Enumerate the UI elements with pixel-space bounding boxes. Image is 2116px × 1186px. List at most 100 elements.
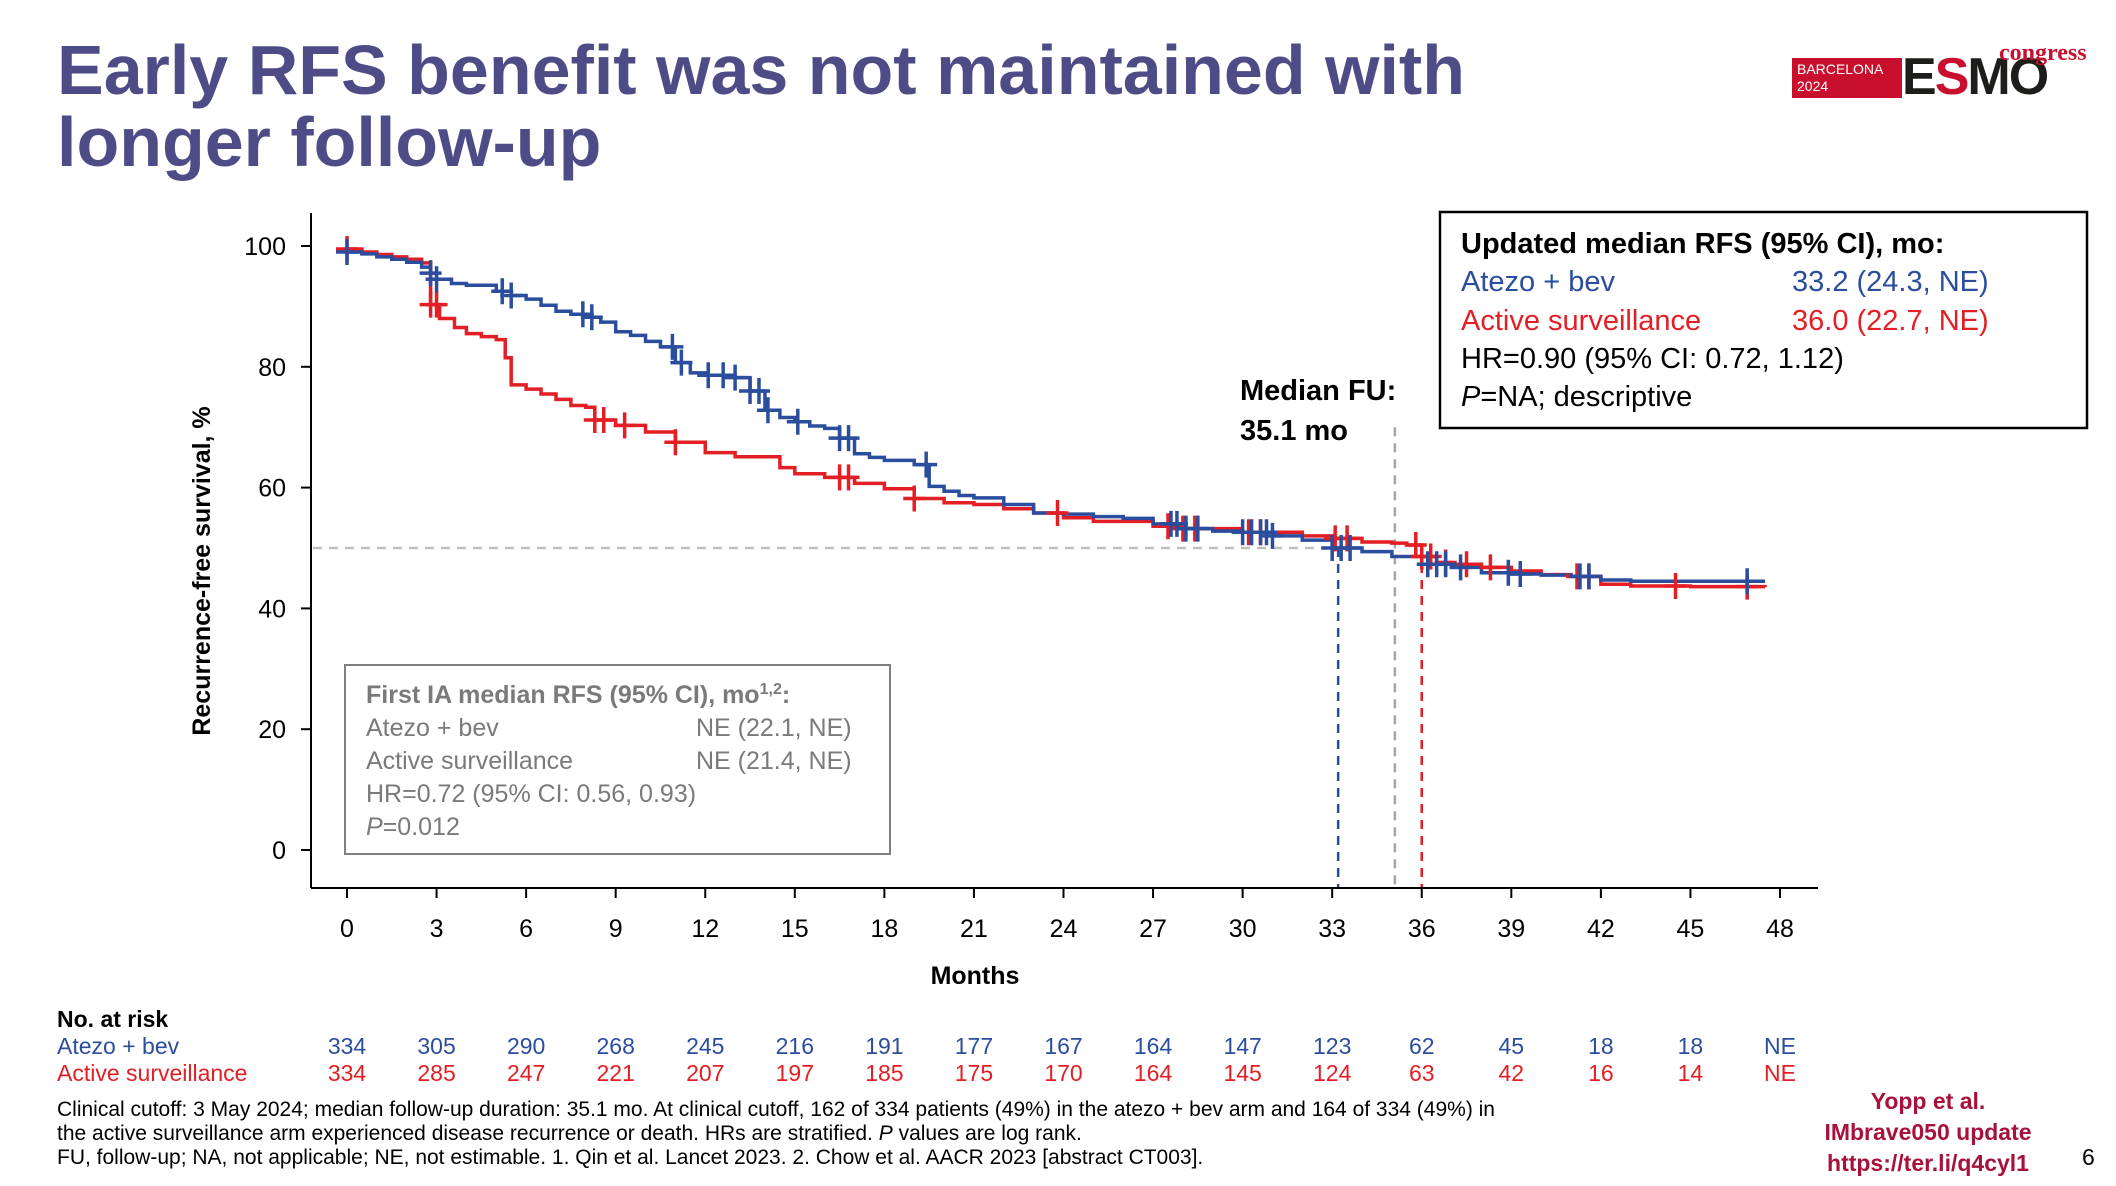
updated-p-value: P=NA; descriptive	[1461, 381, 1692, 413]
footnote-line2: the active surveillance arm experienced …	[57, 1122, 1777, 1146]
footnote-line2-b: values are log rank.	[892, 1122, 1082, 1145]
page-number: 6	[2082, 1144, 2095, 1170]
risk-atezo-count: 177	[954, 1033, 994, 1059]
censor-mark-atezo-bev	[915, 451, 938, 478]
median-fu-label-line2: 35.1 mo	[1240, 415, 1348, 447]
logo-esmo-mo: MO	[1967, 48, 2049, 106]
first-ia-box: First IA median RFS (95% CI), mo1,2: Ate…	[344, 664, 891, 855]
reference-link[interactable]: https://ter.li/q4cyl1	[1827, 1150, 2029, 1176]
censor-mark-atezo-bev	[670, 349, 693, 376]
slide-title: Early RFS benefit was not maintained wit…	[57, 31, 1465, 181]
risk-surveillance-count: 285	[417, 1060, 456, 1086]
first-ia-p-rest: =0.012	[383, 813, 460, 841]
updated-p-rest: =NA; descriptive	[1480, 381, 1692, 413]
risk-surveillance-count: 247	[506, 1060, 546, 1086]
updated-median-box: Updated median RFS (95% CI), mo: Atezo +…	[1438, 210, 2089, 430]
censor-mark-active-surveillance	[1046, 499, 1069, 526]
censor-marks	[336, 236, 1759, 600]
censor-mark-atezo-bev	[580, 304, 603, 331]
censor-mark-atezo-bev	[756, 397, 779, 424]
risk-label-atezo: Atezo + bev	[57, 1033, 180, 1059]
reference-author: Yopp et al.	[1870, 1088, 1986, 1114]
censor-mark-atezo-bev	[1339, 535, 1362, 561]
risk-label-surveillance: Active surveillance	[57, 1060, 248, 1086]
risk-surveillance-count: 334	[327, 1060, 367, 1086]
risk-surveillance-count: 145	[1223, 1060, 1262, 1086]
risk-surveillance-count: 197	[775, 1060, 814, 1086]
first-ia-header-sup: 1,2	[760, 681, 782, 698]
x-tick-label: 0	[340, 915, 354, 943]
x-tick-label: 12	[691, 915, 719, 943]
y-tick-label: 0	[272, 837, 286, 865]
risk-atezo-count: 62	[1408, 1033, 1435, 1059]
x-tick-label: 39	[1497, 915, 1525, 943]
first-ia-surv-label: Active surveillance	[366, 747, 573, 775]
reference-lines	[313, 427, 1423, 888]
risk-atezo-count: NE	[1764, 1033, 1796, 1059]
median-fu-label-line1: Median FU:	[1240, 375, 1396, 407]
updated-atezo-value: 33.2 (24.3, NE)	[1792, 266, 1989, 298]
censor-mark-active-surveillance	[613, 412, 636, 439]
censor-mark-atezo-bev	[747, 377, 770, 404]
censor-mark-atezo-bev	[1186, 515, 1209, 542]
censor-mark-atezo-bev	[1449, 554, 1472, 581]
footnote-line3: FU, follow-up; NA, not applicable; NE, n…	[57, 1146, 1204, 1169]
x-tick-label: 48	[1766, 915, 1794, 943]
censor-mark-atezo-bev	[1736, 568, 1759, 595]
risk-surveillance-count: NE	[1764, 1060, 1796, 1086]
risk-atezo-count: 305	[417, 1033, 456, 1059]
censor-mark-atezo-bev	[336, 239, 358, 266]
risk-atezo-count: 18	[1677, 1033, 1704, 1059]
logo-esmo-e: E	[1902, 48, 1937, 106]
updated-box-header: Updated median RFS (95% CI), mo:	[1461, 228, 1944, 260]
footnote: Clinical cutoff: 3 May 2024; median foll…	[57, 1098, 1777, 1170]
risk-surveillance-count: 207	[686, 1060, 725, 1086]
x-tick-label: 15	[781, 915, 809, 943]
risk-atezo-count: 268	[596, 1033, 635, 1059]
first-ia-atezo-value: NE (22.1, NE)	[696, 714, 852, 742]
censor-mark-atezo-bev	[500, 282, 523, 309]
reference-study: IMbrave050 update	[1824, 1119, 2032, 1145]
first-ia-hr: HR=0.72 (95% CI: 0.56, 0.93)	[366, 780, 696, 808]
censor-mark-active-surveillance	[664, 429, 687, 456]
x-tick-label: 30	[1229, 915, 1257, 943]
x-tick-label: 27	[1139, 915, 1167, 943]
risk-table-header: No. at risk	[57, 1006, 169, 1032]
risk-atezo-count: 147	[1223, 1033, 1262, 1059]
risk-atezo-count: 290	[506, 1033, 546, 1059]
x-tick-label: 42	[1587, 915, 1615, 943]
x-tick-label: 6	[519, 915, 533, 943]
x-tick-label: 18	[870, 915, 898, 943]
censor-mark-active-surveillance	[1479, 554, 1502, 581]
censor-mark-active-surveillance	[592, 406, 615, 433]
risk-atezo-count: 191	[865, 1033, 904, 1059]
y-tick-label: 80	[258, 354, 286, 382]
updated-surv-value: 36.0 (22.7, NE)	[1792, 305, 1989, 337]
x-tick-label: 45	[1677, 915, 1705, 943]
x-tick-label: 24	[1050, 915, 1078, 943]
x-axis-label: Months	[931, 962, 1020, 990]
x-tick-label: 36	[1408, 915, 1436, 943]
risk-atezo-count: 334	[327, 1033, 367, 1059]
x-tick-label: 3	[430, 915, 444, 943]
logo-esmo-wordmark: ESMO	[1902, 48, 2049, 106]
y-axis-label: Recurrence-free survival, %	[188, 406, 216, 735]
reference-block: Yopp et al. IMbrave050 update https://te…	[1808, 1086, 2048, 1179]
censor-mark-atezo-bev	[1261, 522, 1284, 549]
censor-mark-atezo-bev	[724, 364, 747, 391]
x-tick-label: 9	[609, 915, 623, 943]
y-tick-label: 40	[258, 595, 286, 623]
y-tick-label: 20	[258, 716, 286, 744]
km-chart: 0 3 6 9 12 15 18 21 24 27 30 33 36 39 42 45 480204060801…	[188, 210, 2089, 990]
first-ia-p-letter: P	[366, 813, 383, 841]
first-ia-header-end: :	[782, 681, 790, 709]
x-tick-label: 33	[1318, 915, 1346, 943]
censor-mark-atezo-bev	[712, 362, 735, 389]
risk-surveillance-count: 42	[1498, 1060, 1525, 1086]
risk-surveillance-count: 221	[596, 1060, 635, 1086]
censor-mark-active-surveillance	[837, 464, 860, 491]
first-ia-surv-value: NE (21.4, NE)	[696, 747, 852, 775]
updated-surv-label: Active surveillance	[1461, 305, 1701, 337]
risk-surveillance-count: 185	[865, 1060, 904, 1086]
risk-surveillance-count: 164	[1133, 1060, 1173, 1086]
